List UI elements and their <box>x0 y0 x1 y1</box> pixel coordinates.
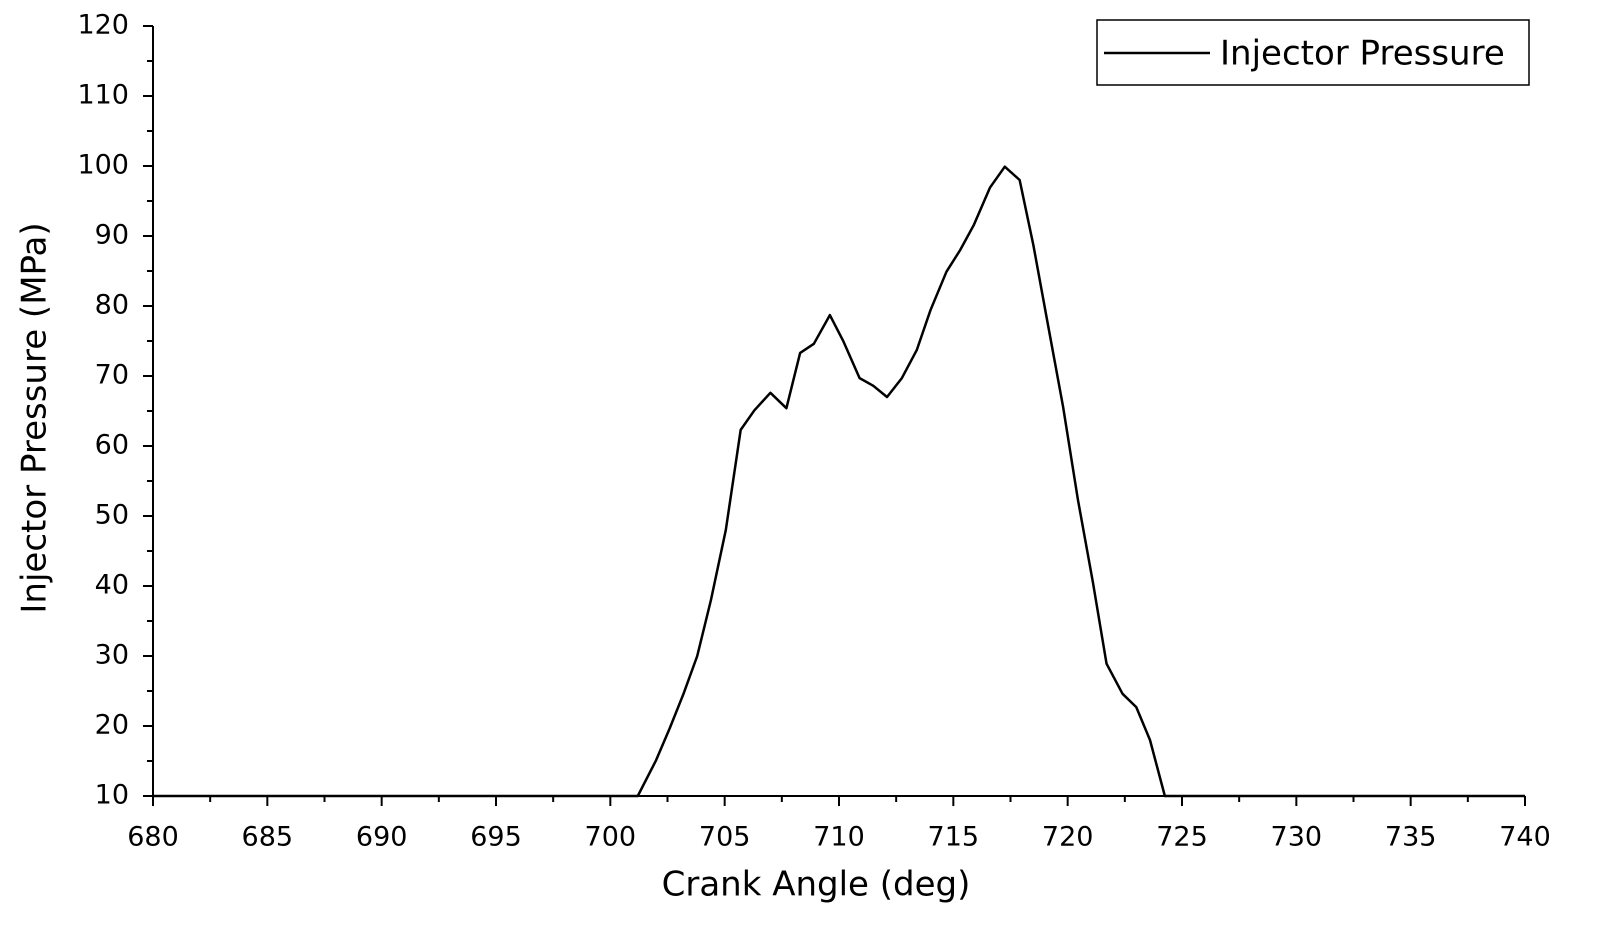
x-tick-label: 720 <box>1042 822 1094 853</box>
x-tick-label: 680 <box>127 822 179 853</box>
x-tick-label: 685 <box>242 822 294 853</box>
y-tick-label: 120 <box>77 10 129 41</box>
x-tick-label: 730 <box>1271 822 1323 853</box>
x-tick-label: 710 <box>813 822 865 853</box>
line <box>153 165 1525 798</box>
y-tick-label: 30 <box>95 640 129 671</box>
x-tick-label: 690 <box>356 822 408 853</box>
y-tick-label: 10 <box>95 780 129 811</box>
x-tick-label: 695 <box>470 822 522 853</box>
x-tick-label: 740 <box>1499 822 1551 853</box>
y-tick-label: 20 <box>95 710 129 741</box>
x-tick-label: 705 <box>699 822 751 853</box>
y-tick-label: 90 <box>95 220 129 251</box>
y-tick-label: 80 <box>95 290 129 321</box>
y-tick-label: 70 <box>95 360 129 391</box>
x-tick-label: 700 <box>585 822 637 853</box>
y-tick-label: 40 <box>95 570 129 601</box>
x-axis-label: Crank Angle (deg) <box>662 865 971 905</box>
y-tick-label: 50 <box>95 500 129 531</box>
y-tick-label: 100 <box>77 150 129 181</box>
y-tick-label: 110 <box>77 80 129 111</box>
x-tick-label: 715 <box>928 822 980 853</box>
y-tick-label: 60 <box>95 430 129 461</box>
x-tick-label: 735 <box>1385 822 1437 853</box>
y-axis-label: Injector Pressure (MPa) <box>15 222 55 613</box>
legend-label: Injector Pressure <box>1220 34 1505 74</box>
x-tick-label: 725 <box>1156 822 1208 853</box>
